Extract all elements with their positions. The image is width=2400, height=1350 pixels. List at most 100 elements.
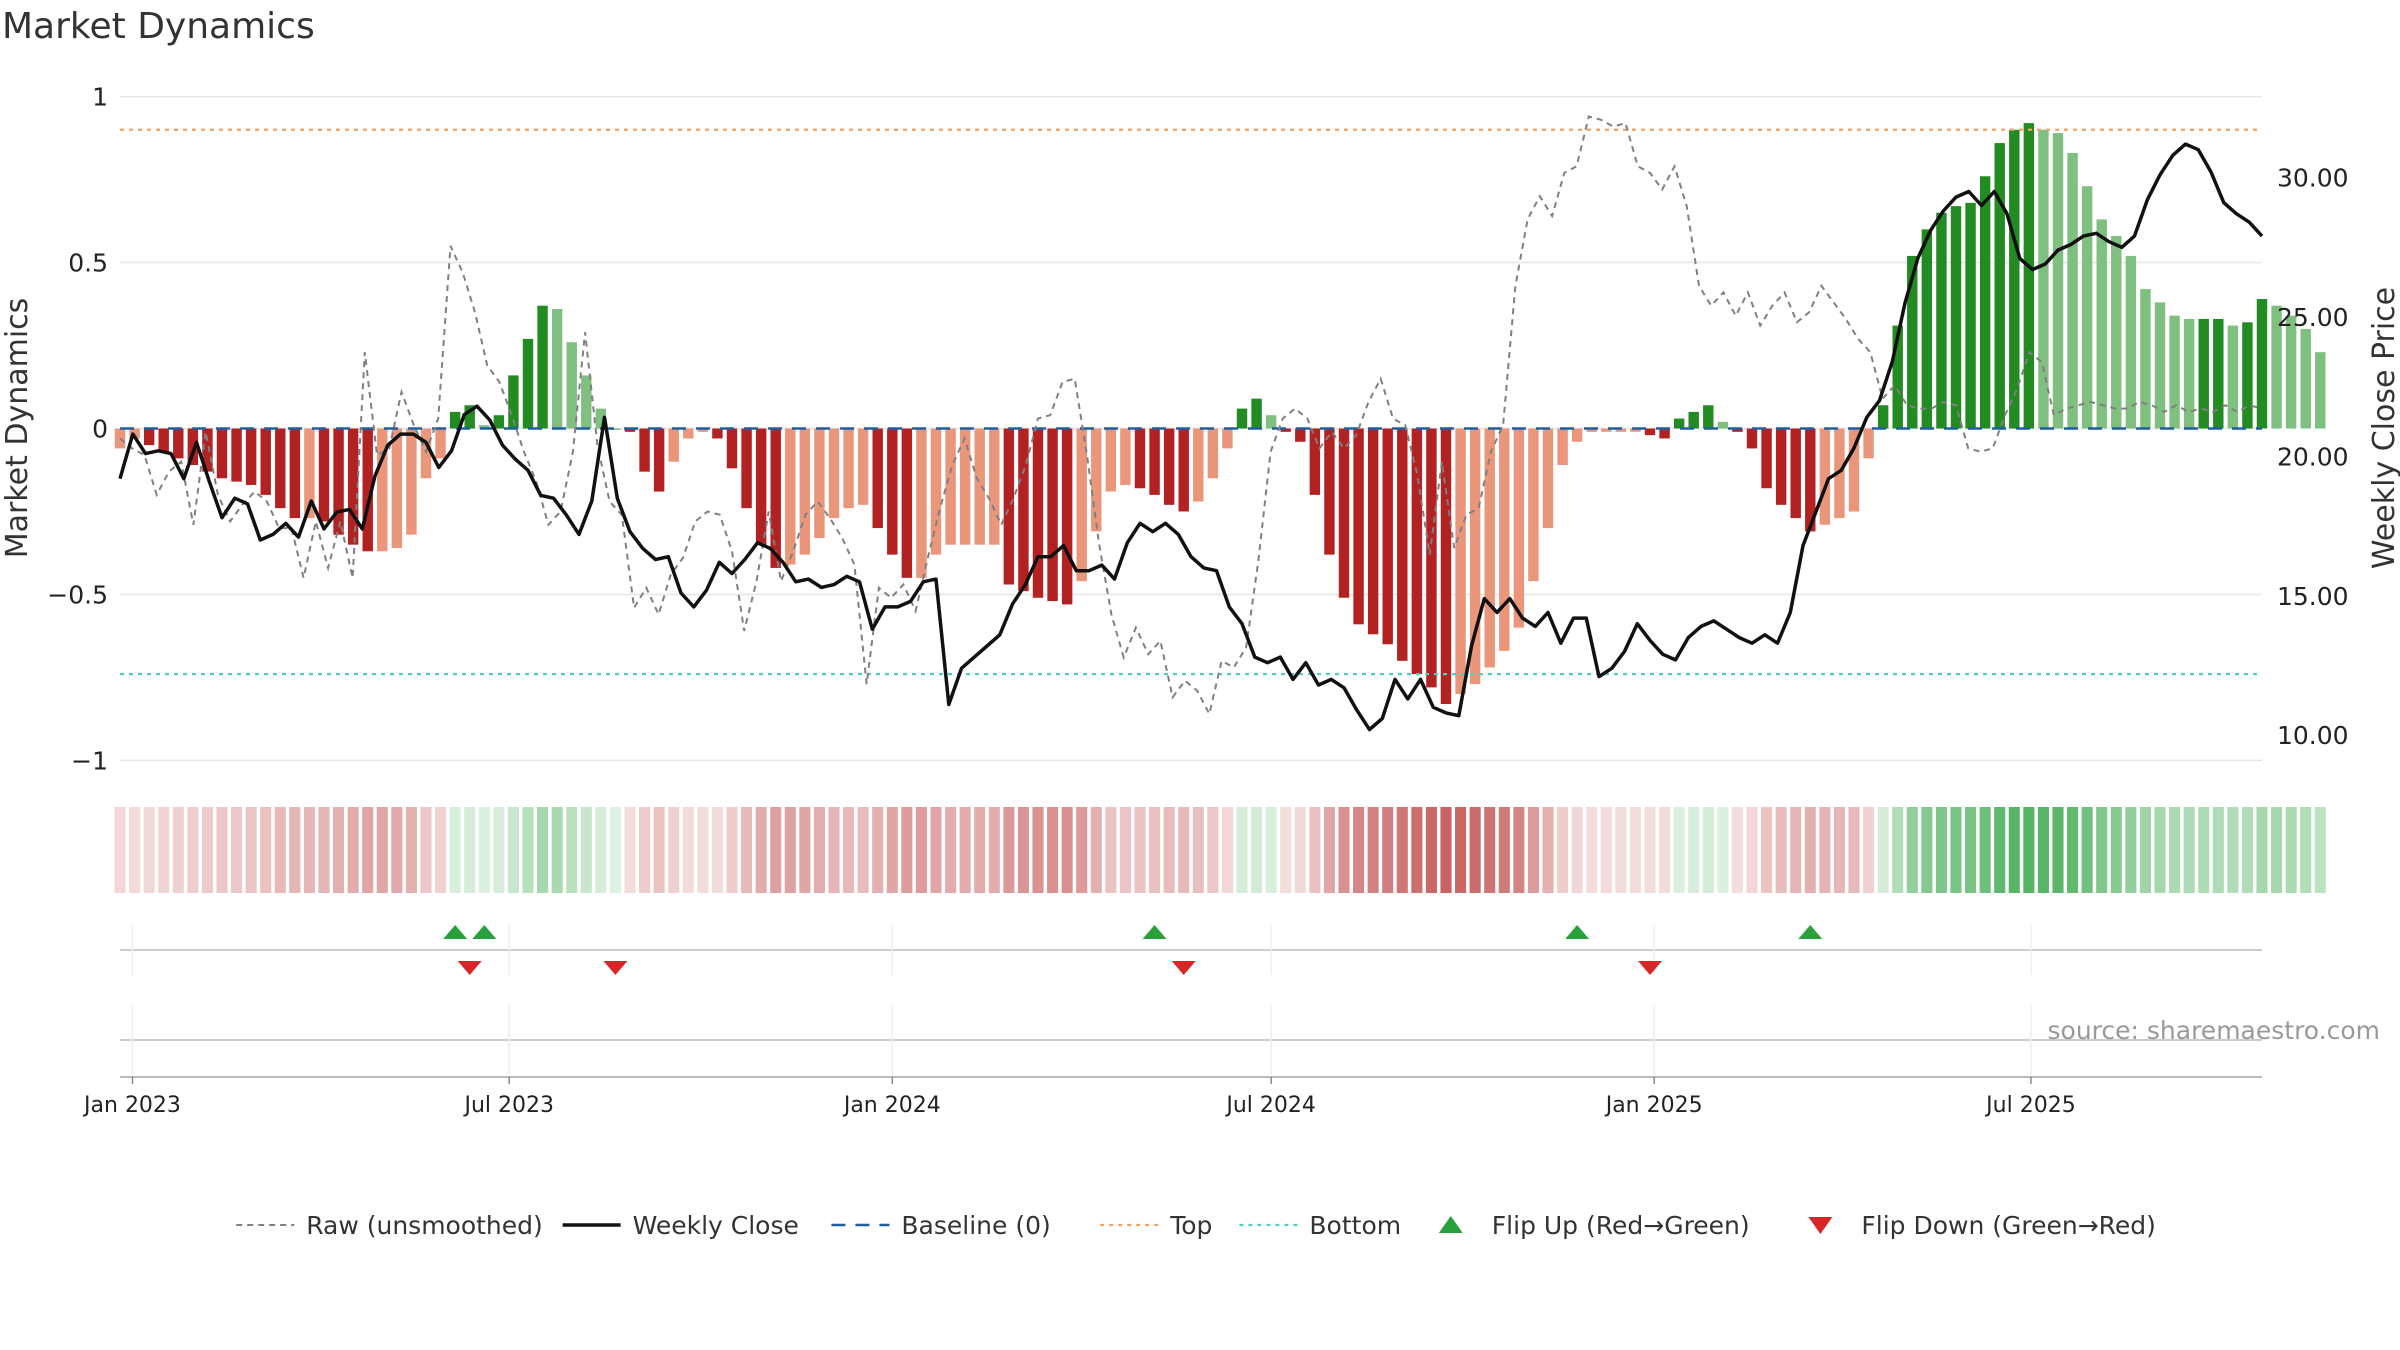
regime-cell (1979, 807, 1991, 893)
legend-item-close: Weekly Close (562, 1211, 799, 1240)
regime-cell (1702, 807, 1714, 893)
dynamics-bar (245, 428, 257, 485)
dynamics-bar (1353, 428, 1364, 625)
regime-cell (2271, 807, 2283, 893)
regime-cell (1047, 807, 1059, 893)
regime-cell (2285, 807, 2297, 893)
regime-cell (464, 807, 476, 893)
regime-cell (1105, 807, 1117, 893)
regime-cell (2198, 807, 2210, 893)
regime-cell (1484, 807, 1496, 893)
dynamics-bar (1018, 428, 1029, 592)
dynamics-bar (187, 428, 199, 466)
regime-cell (347, 807, 359, 893)
triangle-up-icon (1438, 1216, 1463, 1233)
dynamics-bar (872, 428, 883, 529)
dynamics-bar (173, 428, 184, 459)
regime-cell (1659, 807, 1671, 893)
signal-panel (120, 925, 2262, 975)
regime-cell (1498, 807, 1510, 893)
dynamics-bar (2067, 153, 2078, 429)
dynamics-bar (493, 415, 505, 429)
regime-cell (813, 807, 825, 893)
legend-item-baseline: Baseline (0) (831, 1211, 1051, 1240)
regime-cell (1615, 807, 1627, 893)
regime-cell (303, 807, 315, 893)
dynamics-bar (1892, 325, 1903, 429)
regime-cell (2096, 807, 2108, 893)
dynamics-bar (362, 428, 373, 552)
regime-cell (333, 807, 345, 893)
dynamics-bar (1469, 428, 1481, 685)
regime-cell (1265, 807, 1277, 893)
regime-cell (566, 807, 578, 893)
left-tick-label: 0 (92, 415, 108, 444)
regime-cell (1600, 807, 1612, 893)
left-tick-label: 1 (92, 83, 108, 112)
legend-label: Raw (unsmoothed) (306, 1211, 543, 1240)
regime-cell (974, 807, 986, 893)
regime-cell (1425, 807, 1437, 893)
regime-cell (1557, 807, 1569, 893)
dynamics-bar (2052, 133, 2064, 429)
dynamics-bar (857, 428, 869, 505)
regime-cell (580, 807, 592, 893)
dynamics-bar (1965, 202, 1976, 429)
dynamics-bar (1295, 428, 1306, 442)
regime-cell (158, 807, 170, 893)
dynamics-bar (1688, 411, 1699, 429)
regime-cell (2037, 807, 2049, 893)
regime-cell (799, 807, 811, 893)
regime-cell (755, 807, 767, 893)
dynamics-bar (1309, 428, 1321, 495)
dynamics-bar (1411, 428, 1423, 675)
x-tick-label: Jul 2025 (1984, 1093, 2076, 1118)
dynamics-bar (1761, 428, 1772, 489)
regime-cell (1965, 807, 1977, 893)
regime-cell (1353, 807, 1365, 893)
regime-cell (1455, 807, 1467, 893)
regime-cell (595, 807, 607, 893)
regime-cell (1761, 807, 1773, 893)
dynamics-bar (1805, 428, 1816, 532)
regime-cell (2008, 807, 2020, 893)
dynamics-bar (945, 428, 956, 545)
raw-line (119, 115, 2263, 717)
dynamics-bar (275, 428, 286, 509)
x-tick-label: Jan 2025 (1604, 1093, 1703, 1118)
dynamics-bar (1732, 428, 1743, 432)
dynamics-bar (2169, 315, 2180, 429)
dynamics-bar (318, 428, 330, 522)
dynamics-bar (289, 428, 301, 519)
dynamics-bar (1484, 428, 1495, 668)
regime-cell (1921, 807, 1933, 893)
dynamics-bar (828, 428, 840, 519)
legend-item-top: Top (1100, 1211, 1212, 1240)
dynamics-bar (814, 428, 825, 539)
dynamics-bar (1586, 428, 1597, 432)
dynamics-bar (2081, 186, 2093, 429)
regime-cell (1950, 807, 1962, 893)
regime-cell (1192, 807, 1204, 893)
flip-up-marker (1798, 925, 1823, 939)
dynamics-bar (2154, 302, 2166, 429)
regime-cell (945, 807, 957, 893)
dynamics-bar (2038, 129, 2049, 429)
dynamics-bar (843, 428, 854, 509)
regime-cell (1236, 807, 1248, 893)
legend: Raw (unsmoothed) Weekly Close Baseline (0)… (236, 1211, 2156, 1240)
regime-cell (289, 807, 301, 893)
dynamics-bar (1601, 428, 1612, 432)
dynamics-bar (1440, 428, 1452, 704)
dynamics-bar (1863, 428, 1874, 459)
dynamics-bar (1659, 428, 1670, 439)
regime-cell (2227, 807, 2239, 893)
regime-cell (2081, 807, 2093, 893)
regime-cell (1688, 807, 1700, 893)
regime-cell (668, 807, 680, 893)
dynamics-bar (2300, 328, 2311, 429)
regime-cell (1032, 807, 1044, 893)
regime-cell (1731, 807, 1743, 893)
regime-cell (493, 807, 505, 893)
